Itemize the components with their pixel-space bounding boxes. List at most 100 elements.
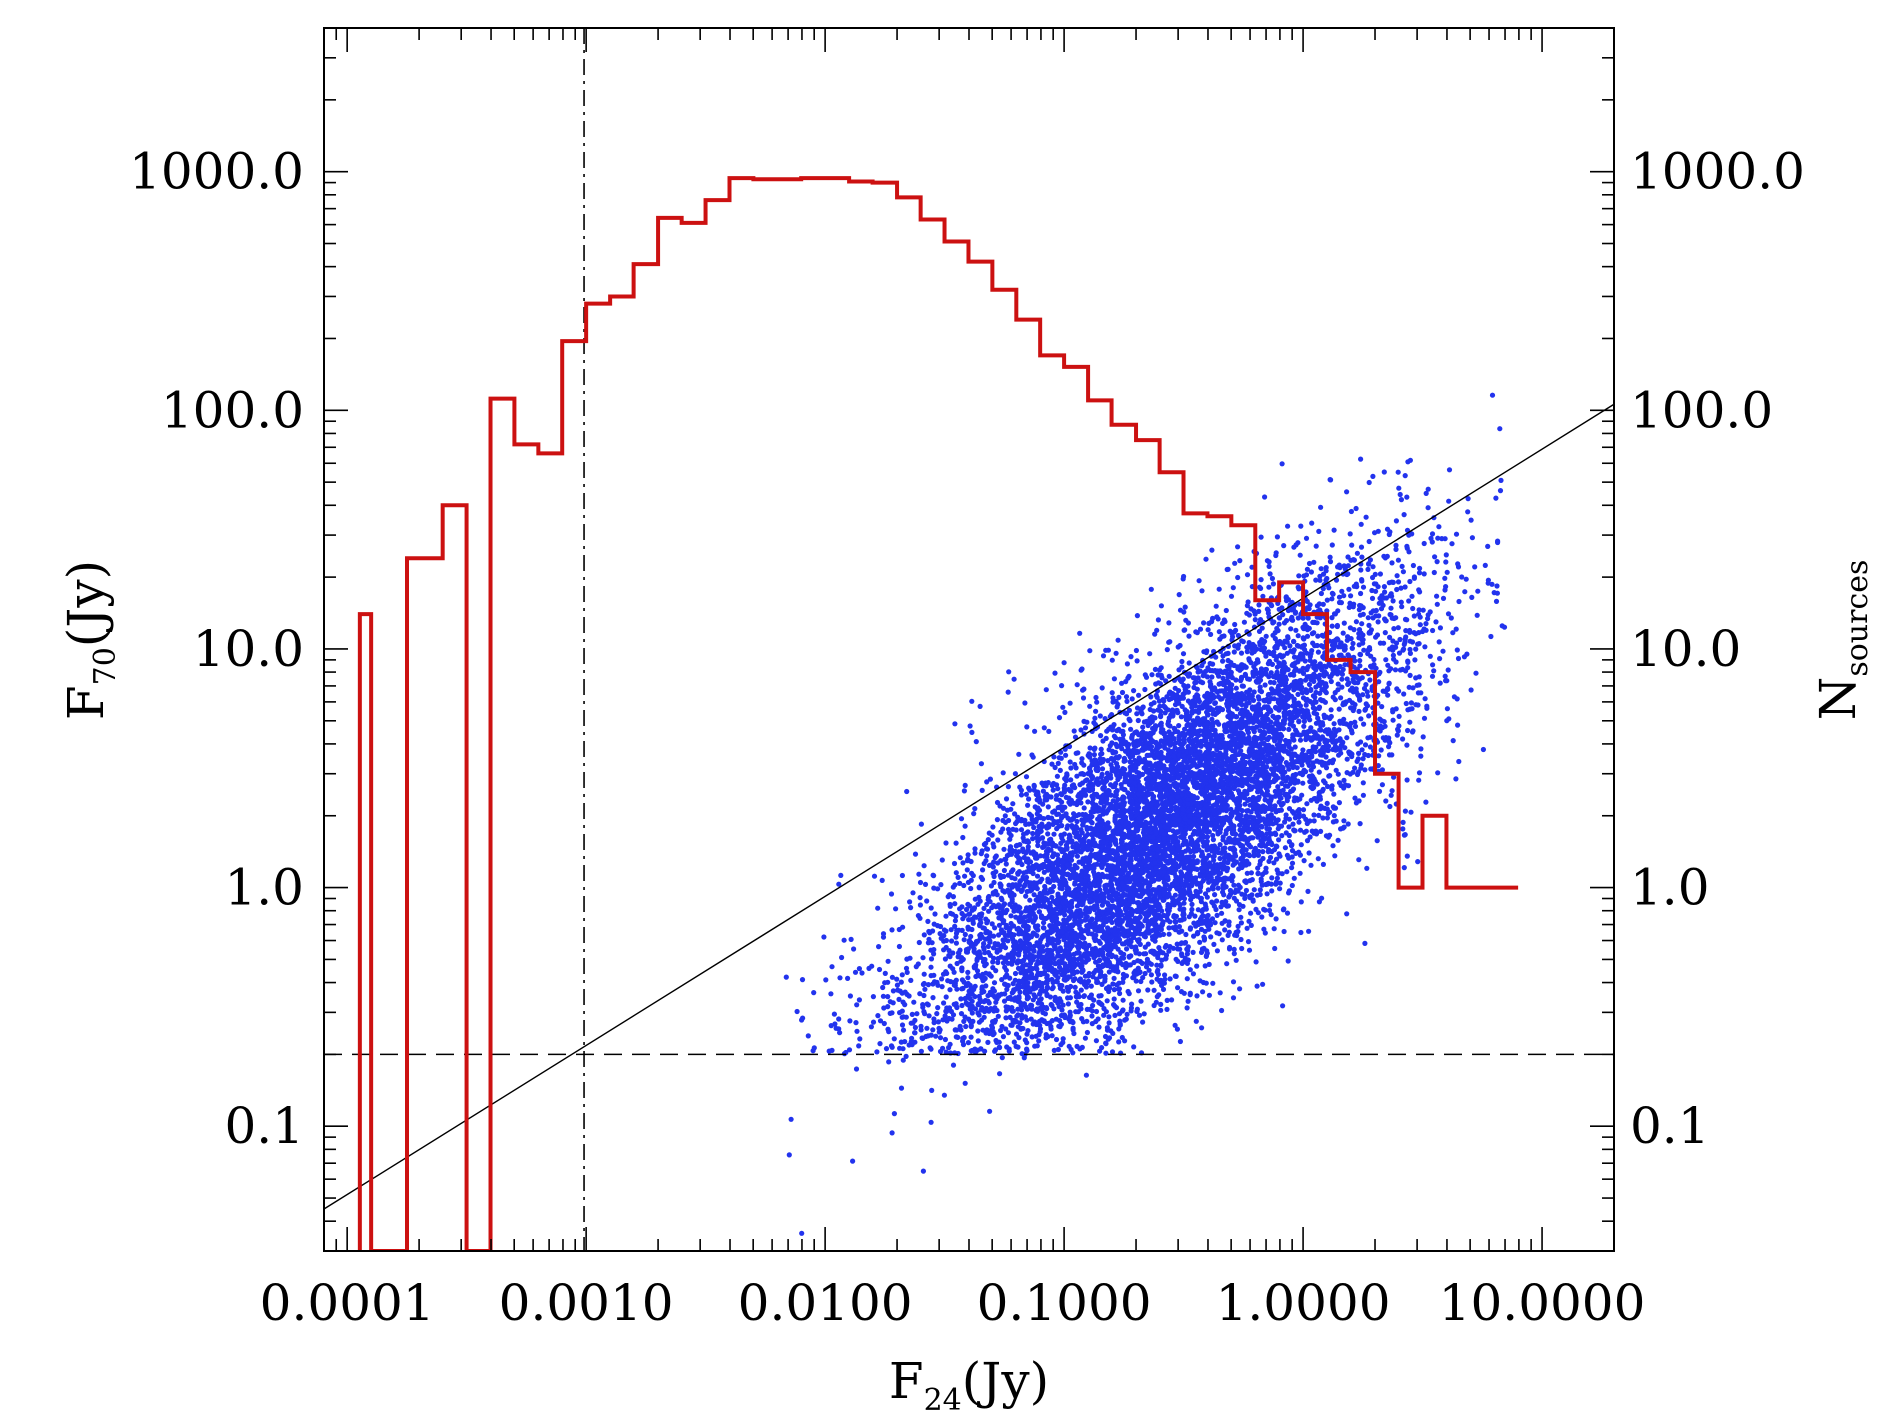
scatter-point [999,977,1005,983]
scatter-point [1108,755,1115,762]
scatter-point [928,1119,934,1125]
scatter-point [1085,978,1092,984]
scatter-point [1049,894,1055,901]
scatter-point [1284,869,1290,875]
scatter-point [1188,763,1194,769]
scatter-point [1193,629,1199,635]
scatter-point [1002,991,1008,997]
scatter-point [1212,920,1218,926]
scatter-point [1403,628,1409,634]
scatter-point [1244,610,1250,616]
scatter-point [916,939,922,946]
scatter-point [1002,974,1008,980]
scatter-point [1465,496,1471,502]
scatter-point [877,1041,883,1047]
scatter-point [1064,771,1070,777]
scatter-point [1111,676,1117,682]
scatter-point [1016,1035,1022,1041]
scatter-point [957,947,963,953]
scatter-point [1055,932,1061,938]
scatter-point [1307,834,1313,840]
scatter-point [1087,745,1093,751]
scatter-point [1264,891,1270,897]
scatter-point [1391,626,1397,632]
scatter-point [1113,741,1119,747]
scatter-point [1040,788,1046,794]
scatter-point [1431,668,1437,674]
scatter-point [1357,651,1363,657]
scatter-point [922,986,928,992]
scatter-point [918,1023,924,1029]
scatter-point [1405,658,1411,664]
scatter-point [1084,719,1090,725]
scatter-point [1286,816,1292,822]
scatter-point [908,1020,914,1026]
scatter-point [1093,1038,1099,1044]
scatter-point [976,1019,983,1025]
scatter-point [1141,1011,1147,1017]
scatter-point [1386,680,1392,686]
scatter-point [889,1130,895,1136]
scatter-point [926,1013,932,1019]
scatter-point [845,975,851,982]
scatter-point [1299,644,1305,650]
scatter-point [1449,541,1455,547]
scatter-point [1400,569,1406,575]
scatter-point [1416,770,1423,776]
scatter-point [962,873,968,879]
scatter-point [837,975,843,981]
scatter-point [1388,605,1394,611]
scatter-point [1209,816,1215,822]
scatter-point [1092,715,1098,721]
scatter-point [1401,511,1407,518]
scatter-point [1084,1018,1090,1024]
scatter-points [783,392,1508,1236]
scatter-point [885,994,891,1000]
scatter-point [1074,865,1080,871]
scatter-point [1259,824,1265,830]
scatter-point [1027,975,1033,981]
scatter-point [961,937,967,943]
scatter-point [1158,708,1164,715]
scatter-point [1416,641,1422,647]
scatter-point [1235,574,1241,581]
scatter-point [992,854,998,861]
scatter-point [1463,576,1469,582]
scatter-point [1281,928,1287,935]
scatter-point [1094,979,1100,986]
scatter-point [1128,726,1134,732]
scatter-point [1031,892,1037,898]
scatter-point [1303,816,1309,823]
scatter-point [1157,915,1164,922]
scatter-point [1021,931,1027,937]
scatter-point [970,1018,976,1024]
scatter-point [1360,792,1366,798]
scatter-point [1267,571,1273,577]
scatter-point [1155,617,1161,623]
scatter-point [1117,813,1123,819]
scatter-point [1335,681,1341,687]
scatter-point [1232,643,1238,649]
scatter-point [1485,543,1491,550]
scatter-point [1312,706,1318,712]
scatter-point [794,1008,800,1015]
scatter-point [1059,683,1065,689]
scatter-point [1323,833,1329,839]
scatter-point [1148,586,1154,592]
scatter-point [1273,916,1279,922]
scatter-point [1315,856,1321,862]
scatter-point [969,698,975,704]
scatter-point [1358,567,1364,573]
scatter-point [1097,713,1103,719]
scatter-point [1004,986,1010,993]
scatter-point [1134,711,1140,717]
scatter-point [1335,687,1341,693]
scatter-point [1300,747,1306,753]
scatter-point [1291,647,1297,653]
scatter-point [1257,887,1263,893]
scatter-point [1381,584,1387,590]
scatter-point [1269,575,1275,582]
scatter-point [1319,895,1325,901]
scatter-point [1416,587,1422,593]
scatter-point [1235,882,1242,888]
